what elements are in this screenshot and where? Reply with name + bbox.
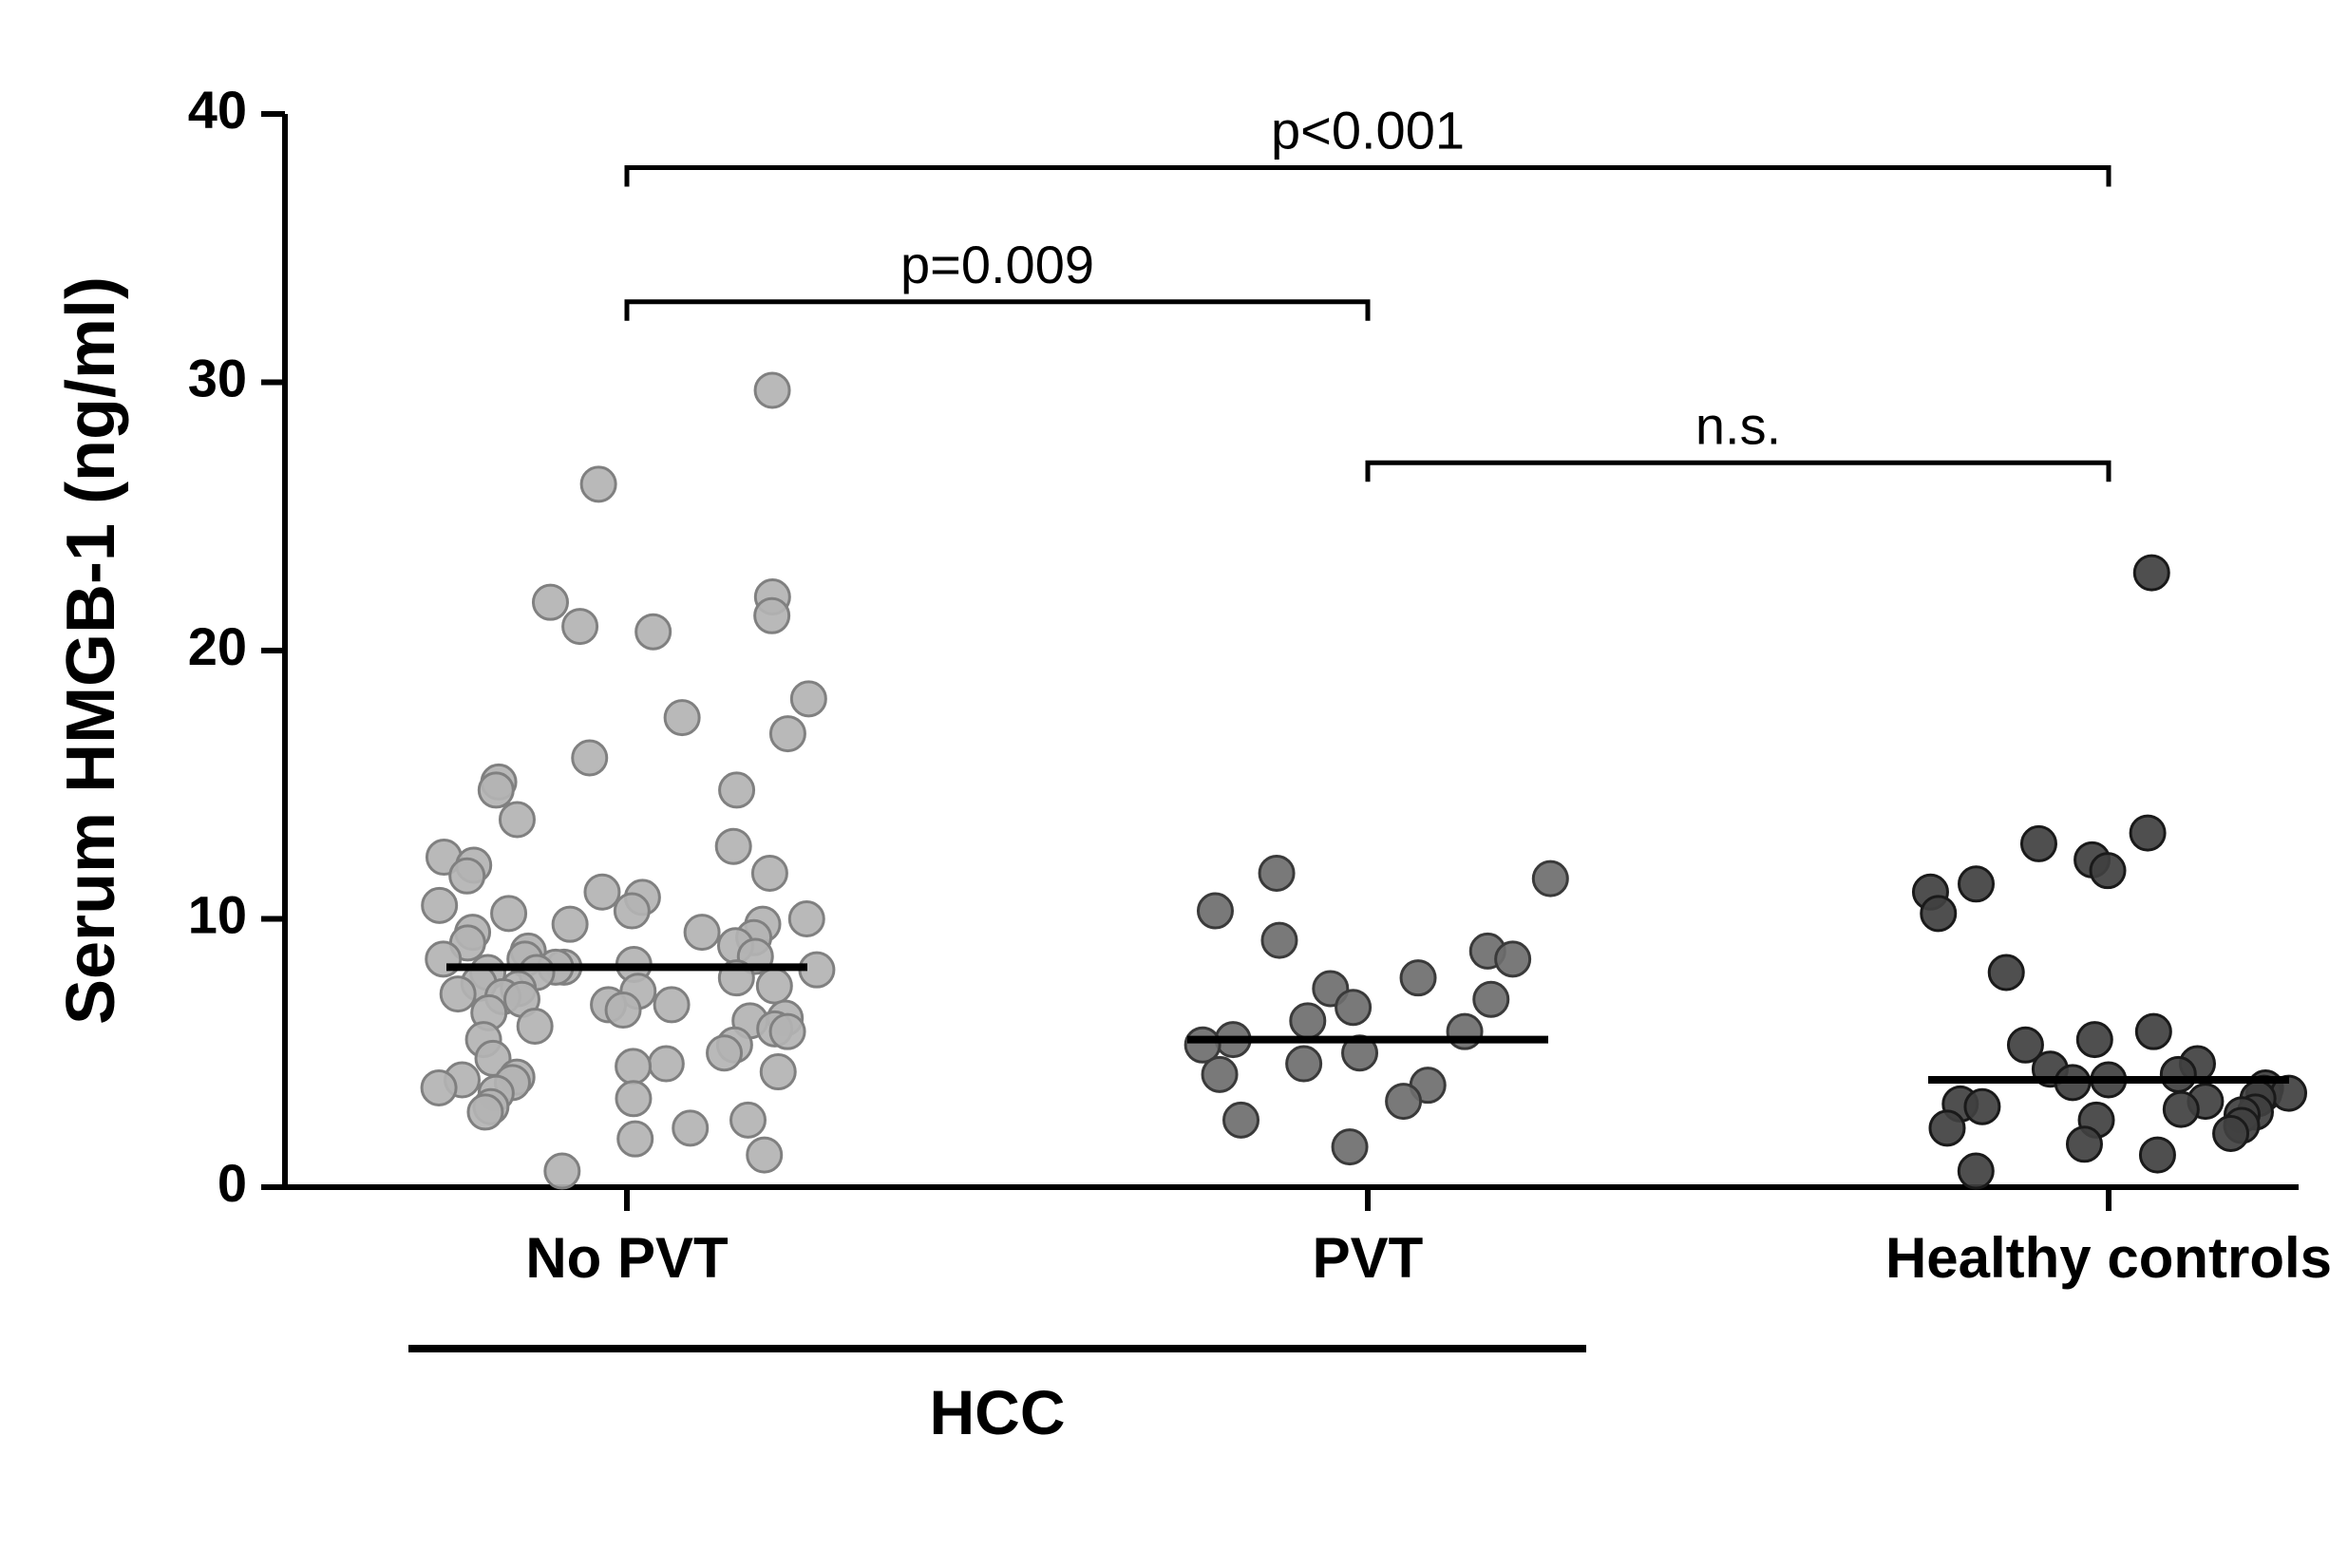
data-point xyxy=(649,1047,683,1081)
data-point xyxy=(2021,826,2055,860)
data-point xyxy=(2164,1092,2198,1126)
data-point xyxy=(2134,556,2168,590)
data-point xyxy=(2130,816,2165,850)
data-point xyxy=(673,1111,708,1145)
data-point xyxy=(1401,961,1435,995)
data-point xyxy=(770,1014,805,1048)
data-point xyxy=(720,773,754,807)
data-point xyxy=(716,829,750,863)
category-label: PVT xyxy=(1313,1226,1424,1290)
y-tick-label: 10 xyxy=(188,884,247,944)
data-point xyxy=(1202,1057,1237,1091)
data-point xyxy=(1496,942,1530,976)
data-point xyxy=(616,1082,651,1116)
data-point xyxy=(665,701,699,735)
data-point xyxy=(1533,861,1567,896)
data-point xyxy=(1448,1014,1482,1048)
data-point xyxy=(1922,897,1956,931)
category-label: Healthy controls xyxy=(1885,1226,2332,1290)
data-point xyxy=(2091,854,2125,888)
data-point xyxy=(2140,1138,2174,1172)
data-point xyxy=(563,610,597,644)
data-point xyxy=(1224,1103,1259,1137)
data-point xyxy=(1287,1047,1321,1081)
significance-bar xyxy=(627,302,1368,321)
data-point xyxy=(500,803,534,837)
significance-label: p=0.009 xyxy=(900,235,1094,294)
significance-bar xyxy=(1368,463,2109,482)
data-point xyxy=(2214,1117,2248,1151)
data-point xyxy=(755,598,789,633)
data-point xyxy=(755,373,789,407)
data-point xyxy=(441,977,475,1011)
data-point xyxy=(518,1010,552,1044)
data-point xyxy=(1333,1130,1367,1164)
data-point xyxy=(2136,1014,2170,1048)
data-point xyxy=(1474,982,1508,1016)
significance-label: n.s. xyxy=(1695,395,1781,455)
data-point xyxy=(685,916,719,950)
data-point xyxy=(606,993,640,1028)
data-point xyxy=(545,1154,579,1188)
data-point xyxy=(426,942,461,976)
data-point xyxy=(708,1036,742,1070)
significance-label: p<0.001 xyxy=(1271,101,1465,161)
data-point xyxy=(450,859,484,893)
data-point xyxy=(1291,1004,1325,1038)
significance-bar xyxy=(627,168,2109,187)
y-tick-label: 20 xyxy=(188,616,247,676)
data-point xyxy=(748,1138,782,1172)
data-point xyxy=(1336,991,1371,1025)
data-point xyxy=(752,856,786,890)
data-point xyxy=(636,614,671,649)
category-label: No PVT xyxy=(525,1226,728,1290)
data-point xyxy=(492,897,526,931)
chart-svg: 0 10 20 30 40 No PVT PVT Healthy controls Serum … xyxy=(38,38,2348,1530)
data-point xyxy=(1989,955,2023,990)
data-point xyxy=(585,875,619,909)
data-point xyxy=(1965,1089,1999,1124)
data-point xyxy=(1960,867,1994,901)
data-point xyxy=(479,773,513,807)
data-point xyxy=(1262,923,1297,957)
data-point xyxy=(789,902,824,936)
y-tick-label: 40 xyxy=(188,80,247,140)
data-point xyxy=(422,1070,456,1105)
data-point xyxy=(468,1095,502,1129)
data-point xyxy=(1259,856,1294,890)
data-point xyxy=(1198,894,1232,928)
data-point xyxy=(761,1055,795,1089)
data-point xyxy=(791,682,825,716)
data-point xyxy=(731,1103,766,1137)
data-point xyxy=(757,969,791,1003)
data-point xyxy=(615,894,649,928)
y-axis-title: Serum HMGB-1 (ng/ml) xyxy=(53,276,129,1025)
data-point xyxy=(1387,1085,1421,1119)
scatter-chart: 0 10 20 30 40 No PVT PVT Healthy controls Serum … xyxy=(38,38,2348,1530)
data-point xyxy=(1959,1154,1993,1188)
data-point xyxy=(2077,1023,2111,1057)
data-point xyxy=(770,717,805,751)
data-point xyxy=(533,585,567,619)
data-point xyxy=(1930,1111,1964,1145)
y-tick-label: 30 xyxy=(188,348,247,407)
data-point xyxy=(2161,1057,2195,1091)
data-point xyxy=(618,1122,653,1156)
y-tick-label: 0 xyxy=(218,1153,247,1213)
data-point xyxy=(2067,1127,2101,1162)
data-point xyxy=(654,988,689,1022)
data-point xyxy=(581,467,615,501)
data-point xyxy=(616,1049,651,1084)
data-point xyxy=(573,741,607,775)
group-bracket-label: HCC xyxy=(930,1377,1066,1447)
data-point xyxy=(423,888,457,922)
data-point xyxy=(553,907,587,941)
